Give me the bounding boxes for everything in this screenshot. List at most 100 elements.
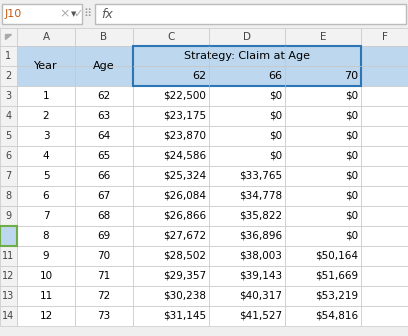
Bar (75, 186, 133, 206)
Text: 3: 3 (43, 131, 49, 141)
Text: $31,145: $31,145 (163, 311, 206, 321)
Text: 2: 2 (43, 111, 49, 121)
Bar (361, 306, 408, 326)
Bar (75, 206, 133, 226)
Text: $26,866: $26,866 (163, 211, 206, 221)
Text: 9: 9 (5, 211, 11, 221)
Bar (133, 246, 209, 266)
Bar (133, 146, 209, 166)
Bar (133, 86, 209, 106)
Text: 8: 8 (5, 191, 11, 201)
Bar (285, 266, 361, 286)
Bar (209, 186, 285, 206)
Text: $30,238: $30,238 (163, 291, 206, 301)
Bar (133, 126, 209, 146)
Bar (361, 286, 408, 306)
Bar (17, 86, 75, 106)
Text: 3: 3 (5, 91, 11, 101)
Text: $29,357: $29,357 (163, 271, 206, 281)
Bar (209, 206, 285, 226)
Text: 65: 65 (98, 151, 111, 161)
Bar (0, 226, 17, 246)
Bar (133, 226, 209, 246)
Bar (285, 146, 361, 166)
Text: 71: 71 (98, 271, 111, 281)
Bar (75, 246, 133, 266)
Text: 6: 6 (43, 191, 49, 201)
Text: $25,324: $25,324 (163, 171, 206, 181)
Bar (17, 66, 75, 86)
Bar (285, 206, 361, 226)
Text: $51,669: $51,669 (315, 271, 358, 281)
Text: $0: $0 (269, 91, 282, 101)
Bar (361, 86, 408, 106)
Text: $22,500: $22,500 (163, 91, 206, 101)
Bar (17, 306, 75, 326)
Text: 62: 62 (98, 91, 111, 101)
Bar (17, 246, 75, 266)
Bar (17, 166, 75, 186)
Bar (209, 266, 285, 286)
Bar (285, 186, 361, 206)
Bar (133, 66, 209, 86)
Bar (285, 86, 361, 106)
Bar (133, 46, 361, 86)
Bar (75, 146, 133, 166)
Text: $23,175: $23,175 (163, 111, 206, 121)
Bar (361, 246, 408, 266)
Text: $0: $0 (345, 191, 358, 201)
Text: $0: $0 (269, 111, 282, 121)
Bar (133, 166, 209, 186)
Bar (75, 286, 133, 306)
Text: B: B (100, 32, 108, 42)
Text: $0: $0 (345, 211, 358, 221)
Text: 11: 11 (2, 251, 15, 261)
Bar (285, 66, 361, 86)
Text: 72: 72 (98, 291, 111, 301)
Text: $33,765: $33,765 (239, 171, 282, 181)
Text: ⠿: ⠿ (83, 9, 91, 19)
Bar (75, 46, 133, 66)
Text: Age: Age (93, 61, 115, 71)
Bar (2, 4, 82, 24)
Bar (0, 46, 17, 66)
Text: $0: $0 (345, 231, 358, 241)
Text: $50,164: $50,164 (315, 251, 358, 261)
Text: 14: 14 (2, 311, 15, 321)
Text: 4: 4 (43, 151, 49, 161)
Bar (133, 206, 209, 226)
Text: $0: $0 (345, 131, 358, 141)
Text: Year: Year (34, 61, 58, 71)
Bar (361, 126, 408, 146)
Bar (133, 106, 209, 126)
Text: 66: 66 (98, 171, 111, 181)
Bar (0, 246, 17, 266)
Bar (209, 306, 285, 326)
Bar (133, 306, 209, 326)
Bar (361, 46, 408, 66)
Text: $0: $0 (269, 131, 282, 141)
Text: $24,586: $24,586 (163, 151, 206, 161)
Text: $53,219: $53,219 (315, 291, 358, 301)
Bar (17, 46, 75, 66)
Text: J10: J10 (5, 9, 22, 19)
Bar (361, 266, 408, 286)
Bar (209, 28, 285, 46)
Text: 12: 12 (2, 271, 15, 281)
Text: 68: 68 (98, 211, 111, 221)
Bar (17, 206, 75, 226)
Text: F: F (381, 32, 388, 42)
Bar (361, 28, 408, 46)
Bar (75, 306, 133, 326)
Text: E: E (320, 32, 326, 42)
Bar (285, 46, 361, 66)
Bar (133, 46, 209, 66)
Bar (75, 106, 133, 126)
Text: $23,870: $23,870 (163, 131, 206, 141)
Text: 4: 4 (5, 111, 11, 121)
Bar (133, 28, 209, 46)
Bar (75, 126, 133, 146)
Text: ✓: ✓ (73, 9, 83, 19)
Bar (0, 146, 17, 166)
Bar (209, 126, 285, 146)
